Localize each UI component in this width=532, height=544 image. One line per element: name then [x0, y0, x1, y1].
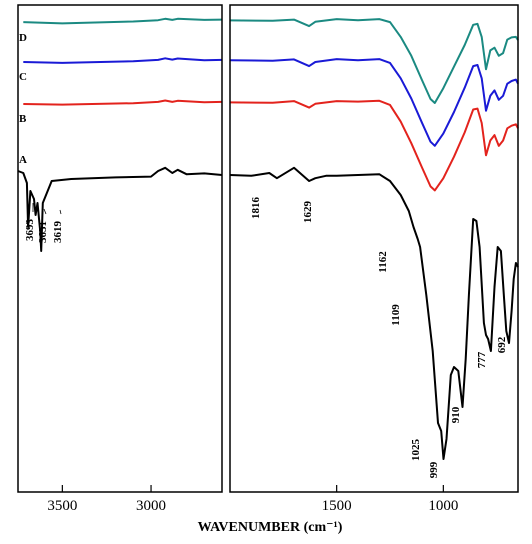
- series-label-A: A: [19, 154, 27, 166]
- plot-area: [17, 17, 519, 460]
- peak-label-777: 777: [476, 351, 488, 368]
- peak-leader-2: [59, 209, 62, 215]
- x-axis-title: WAVENUMBER (cm⁻¹): [198, 520, 343, 535]
- series-C-line-panel-2: [229, 58, 519, 147]
- series-D-line-panel-1: [23, 17, 223, 25]
- peak-label-1109: 1109: [390, 304, 402, 326]
- series-A-line-panel-2: [229, 166, 519, 460]
- series-label-C: C: [19, 71, 27, 83]
- x-tick-label: 1500: [322, 498, 352, 514]
- axes: 3500 3000 1500 1000 D C B A 3693 3651 3619 1816 1629…: [17, 4, 519, 514]
- peak-label-3619: 3619: [52, 221, 64, 244]
- x-tick-label: 1000: [428, 498, 458, 514]
- peak-label-1025: 1025: [410, 439, 422, 462]
- labels: WAVENUMBER (cm⁻¹): [198, 520, 343, 535]
- x-tick-label: 3500: [47, 498, 77, 514]
- peak-label-910: 910: [450, 406, 462, 423]
- peak-label-3693: 3693: [24, 219, 36, 242]
- series-C-line-panel-1: [23, 57, 223, 64]
- peak-label-3651: 3651: [37, 221, 49, 243]
- series-D-line-panel-2: [229, 18, 519, 104]
- series-B-line-panel-2: [229, 99, 519, 192]
- peak-label-692: 692: [496, 336, 508, 353]
- peak-label-999: 999: [428, 461, 440, 478]
- series-label-D: D: [19, 32, 27, 44]
- series-label-B: B: [19, 113, 27, 125]
- panel-frame-2: [229, 4, 519, 493]
- peak-label-1816: 1816: [250, 197, 262, 220]
- series-B-line-panel-1: [23, 99, 223, 106]
- panel-frame-1: [17, 4, 223, 493]
- peak-label-1162: 1162: [377, 251, 389, 273]
- peak-label-1629: 1629: [302, 201, 314, 224]
- peak-leader-1: [43, 208, 47, 215]
- x-tick-label: 3000: [136, 498, 166, 514]
- series-A-line-panel-1: [17, 166, 223, 252]
